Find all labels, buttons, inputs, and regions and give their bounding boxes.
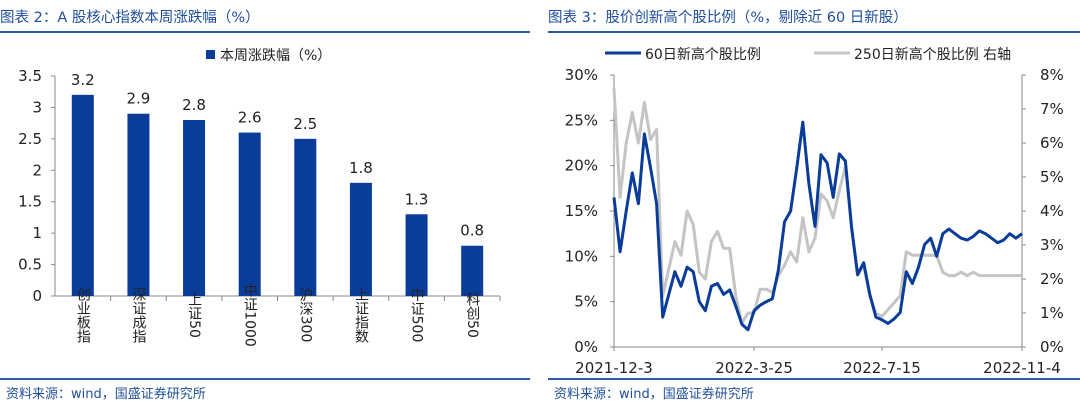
left-source-rule xyxy=(0,378,530,380)
legend-label-60d: 60日新高个股比例 xyxy=(645,46,761,63)
bar-中证1000 xyxy=(238,132,261,296)
x-tick-label: 2022-3-25 xyxy=(715,359,793,377)
left-source-note: 资料来源：wind，国盛证券研究所 xyxy=(6,387,206,402)
y-tick-label: 2 xyxy=(32,161,42,179)
bar-value-label: 2.6 xyxy=(238,109,262,127)
category-label: 深证成指 xyxy=(130,287,146,343)
y-tick-label: 2.5 xyxy=(18,130,42,148)
y-tick-label: 0.5 xyxy=(18,256,42,274)
legend-label-weekly-change: 本周涨跌幅（%） xyxy=(220,48,331,64)
y-tick-label: 1 xyxy=(32,224,42,242)
left-y-tick-label: 30% xyxy=(565,66,598,84)
right-y-tick-label: 2% xyxy=(1040,270,1064,288)
bar-上证指数 xyxy=(349,182,372,296)
series-line-250d-high-ratio xyxy=(612,88,1022,325)
left-y-tick-label: 15% xyxy=(565,202,598,220)
right-chart-title: 图表 3：股价创新高个股比例（%，剔除近 60 日新股） xyxy=(548,10,908,26)
right-title-rule xyxy=(548,31,1080,33)
bar-value-label: 2.9 xyxy=(127,90,151,108)
right-y-tick-label: 1% xyxy=(1040,304,1064,322)
bar-value-label: 1.3 xyxy=(405,190,429,208)
y-tick-label: 3 xyxy=(32,98,42,116)
bar-value-label: 0.8 xyxy=(460,222,484,240)
category-label: 沪深300 xyxy=(297,288,313,343)
line-chart: 60日新高个股比例 250日新高个股比例 右轴 0% 5% 10% 15% 20% 25% 30… xyxy=(565,46,1064,377)
right-y-tick-label: 7% xyxy=(1040,100,1064,118)
y-tick-label: 0 xyxy=(32,287,42,305)
bar-value-label: 3.2 xyxy=(71,71,95,89)
left-y-tick-label: 5% xyxy=(574,293,598,311)
bar-上证50 xyxy=(183,120,206,296)
legend-swatch-weekly-change xyxy=(206,50,215,59)
x-tick-label: 2022-7-15 xyxy=(843,359,921,377)
y-tick-label: 1.5 xyxy=(18,193,42,211)
left-chart-title: 图表 2：A 股核心指数本周涨跌幅（%） xyxy=(0,10,260,26)
bar-chart-panel: 图表 2：A 股核心指数本周涨跌幅（%） 本周涨跌幅（%） 0 0.5 1 1.5 2 2.… xyxy=(0,0,530,410)
right-y-tick-label: 0% xyxy=(1040,338,1064,356)
bar-chart: 本周涨跌幅（%） 0 0.5 1 1.5 2 2.5 3 3.5 3.2 创业板指 2.9 深证成指 2.… xyxy=(18,48,501,347)
category-label: 上证50 xyxy=(186,292,202,338)
left-title-rule xyxy=(0,31,530,33)
right-y-tick-label: 5% xyxy=(1040,168,1064,186)
bar-中证500 xyxy=(405,214,428,296)
right-y-tick-label: 8% xyxy=(1040,66,1064,84)
right-source-note: 资料来源：wind，国盛证券研究所 xyxy=(554,387,754,402)
category-label: 上证指数 xyxy=(353,287,369,343)
bar-创业板指 xyxy=(71,94,94,296)
left-y-tick-label: 25% xyxy=(565,111,598,129)
x-tick-label: 2022-11-4 xyxy=(983,359,1061,377)
right-y-tick-label: 6% xyxy=(1040,134,1064,152)
left-y-tick-label: 20% xyxy=(565,157,598,175)
left-y-tick-label: 0% xyxy=(574,338,598,356)
legend-label-250d: 250日新高个股比例 右轴 xyxy=(854,46,1011,63)
category-label: 中证1000 xyxy=(242,283,258,347)
category-label: 科创50 xyxy=(464,292,480,338)
right-y-tick-label: 3% xyxy=(1040,236,1064,254)
bar-沪深300 xyxy=(294,138,317,296)
right-y-tick-label: 4% xyxy=(1040,202,1064,220)
line-chart-panel: 图表 3：股价创新高个股比例（%，剔除近 60 日新股） 60日新高个股比例 25… xyxy=(548,0,1080,410)
y-tick-label: 3.5 xyxy=(18,67,42,85)
category-label: 中证500 xyxy=(409,288,425,343)
left-y-tick-label: 10% xyxy=(565,247,598,265)
bar-value-label: 2.8 xyxy=(182,96,206,114)
right-source-rule xyxy=(548,378,1080,380)
bar-科创50 xyxy=(461,245,484,296)
bar-深证成指 xyxy=(127,113,150,296)
bar-value-label: 1.8 xyxy=(349,159,373,177)
series-line-60d-high-ratio xyxy=(612,120,1023,332)
x-tick-label: 2021-12-3 xyxy=(575,359,653,377)
category-label: 创业板指 xyxy=(75,287,91,343)
bar-value-label: 2.5 xyxy=(293,115,317,133)
